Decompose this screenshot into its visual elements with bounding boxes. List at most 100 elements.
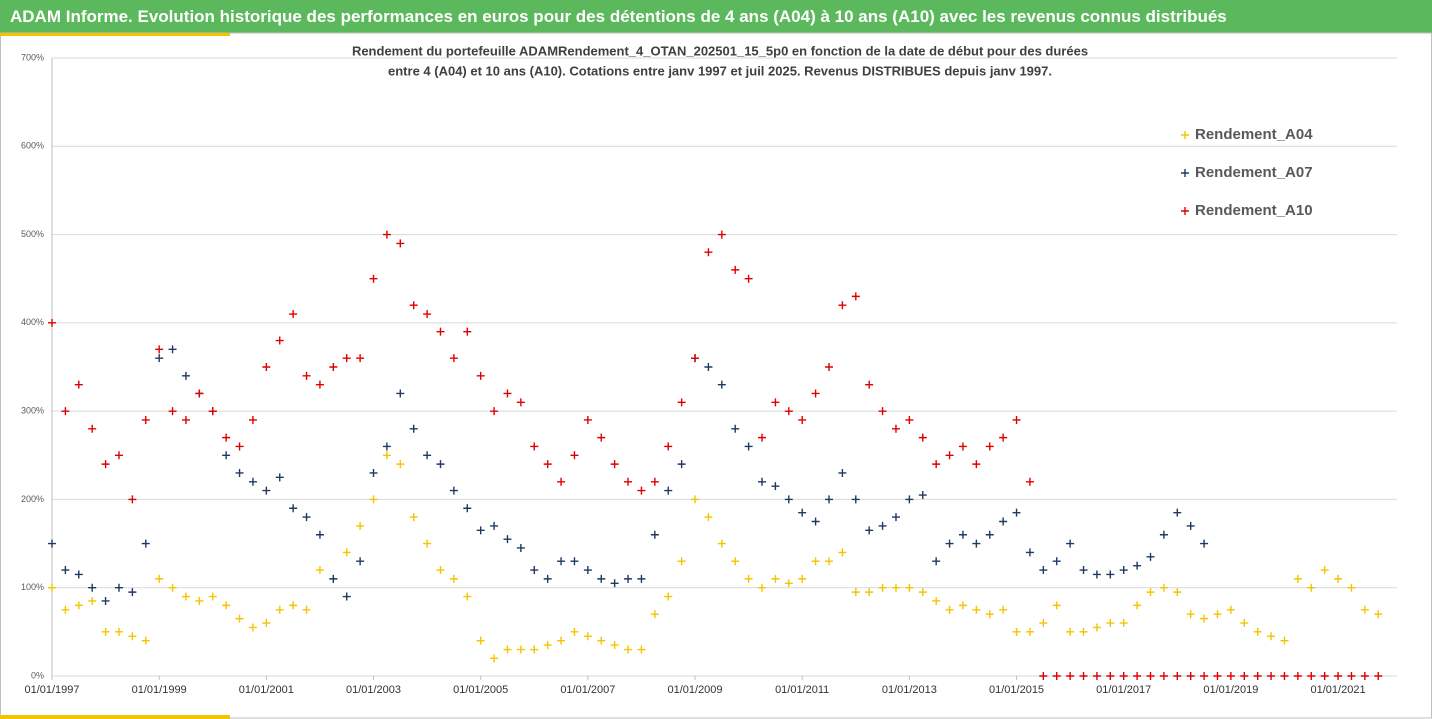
point bbox=[409, 424, 418, 433]
point bbox=[1360, 672, 1369, 680]
point bbox=[784, 407, 793, 416]
x-tick-label: 01/01/2011 bbox=[775, 684, 829, 696]
point bbox=[1012, 627, 1021, 636]
point bbox=[275, 336, 284, 345]
point bbox=[1240, 619, 1249, 628]
point bbox=[1092, 570, 1101, 579]
point bbox=[583, 632, 592, 641]
point bbox=[932, 596, 941, 605]
point bbox=[1213, 672, 1222, 680]
point bbox=[449, 354, 458, 363]
point bbox=[704, 513, 713, 522]
point bbox=[476, 526, 485, 535]
point bbox=[1347, 672, 1356, 680]
y-tick-label: 200% bbox=[21, 494, 44, 504]
point bbox=[1186, 610, 1195, 619]
point bbox=[891, 513, 900, 522]
point bbox=[396, 460, 405, 469]
point bbox=[583, 566, 592, 575]
point bbox=[1200, 614, 1209, 623]
point bbox=[262, 363, 271, 371]
point bbox=[208, 592, 217, 601]
point bbox=[865, 588, 874, 597]
point bbox=[918, 588, 927, 597]
point bbox=[1159, 672, 1168, 680]
point bbox=[597, 636, 606, 645]
point bbox=[1052, 601, 1061, 610]
point bbox=[543, 641, 552, 650]
point bbox=[945, 605, 954, 614]
point bbox=[222, 433, 231, 442]
point bbox=[222, 601, 231, 610]
point bbox=[851, 588, 860, 597]
point bbox=[798, 415, 807, 424]
point bbox=[784, 495, 793, 504]
point bbox=[624, 645, 633, 654]
y-tick-label: 600% bbox=[21, 141, 44, 151]
point bbox=[1307, 672, 1316, 680]
point bbox=[248, 415, 257, 424]
x-tick-label: 01/01/2005 bbox=[453, 684, 508, 696]
y-tick-label: 500% bbox=[21, 229, 44, 239]
legend-label: Rendement_A07 bbox=[1195, 164, 1313, 181]
point bbox=[731, 265, 740, 274]
point bbox=[141, 415, 150, 424]
point bbox=[557, 477, 566, 486]
x-tick-label: 01/01/2001 bbox=[239, 684, 294, 696]
point bbox=[1360, 605, 1369, 614]
point bbox=[101, 627, 110, 636]
point bbox=[382, 230, 391, 239]
x-tick-label: 01/01/2021 bbox=[1311, 684, 1366, 696]
point bbox=[1280, 636, 1289, 645]
point bbox=[1159, 583, 1168, 592]
point bbox=[691, 495, 700, 504]
point bbox=[798, 574, 807, 583]
point bbox=[235, 442, 244, 451]
point bbox=[1334, 672, 1343, 680]
point bbox=[101, 460, 110, 469]
y-tick-label: 0% bbox=[31, 670, 44, 680]
point bbox=[958, 442, 967, 451]
point bbox=[543, 460, 552, 469]
point bbox=[530, 645, 539, 654]
accent bbox=[0, 33, 230, 36]
point bbox=[1092, 672, 1101, 680]
point bbox=[61, 566, 70, 575]
point bbox=[771, 574, 780, 583]
point bbox=[329, 363, 338, 371]
point bbox=[851, 292, 860, 301]
point bbox=[1066, 627, 1075, 636]
point bbox=[811, 557, 820, 566]
point bbox=[985, 530, 994, 539]
point bbox=[369, 495, 378, 504]
point bbox=[503, 535, 512, 544]
point bbox=[610, 641, 619, 650]
point bbox=[141, 539, 150, 548]
point bbox=[1092, 623, 1101, 632]
point bbox=[610, 460, 619, 469]
point bbox=[1119, 566, 1128, 575]
point bbox=[1119, 619, 1128, 628]
point bbox=[342, 592, 351, 601]
point bbox=[851, 495, 860, 504]
point bbox=[1025, 627, 1034, 636]
legend-marker bbox=[1181, 169, 1189, 177]
point bbox=[289, 601, 298, 610]
point bbox=[516, 398, 525, 407]
point bbox=[878, 583, 887, 592]
point bbox=[463, 504, 472, 513]
point bbox=[744, 442, 753, 451]
point bbox=[155, 574, 164, 583]
point bbox=[302, 513, 311, 522]
point bbox=[74, 570, 83, 579]
point bbox=[865, 380, 874, 389]
x-tick-label: 01/01/2007 bbox=[560, 684, 615, 696]
point bbox=[1240, 672, 1249, 680]
point bbox=[48, 318, 56, 327]
point bbox=[1347, 583, 1356, 592]
legend-marker bbox=[1181, 131, 1189, 139]
point bbox=[985, 442, 994, 451]
point bbox=[61, 407, 70, 416]
point bbox=[155, 354, 164, 363]
